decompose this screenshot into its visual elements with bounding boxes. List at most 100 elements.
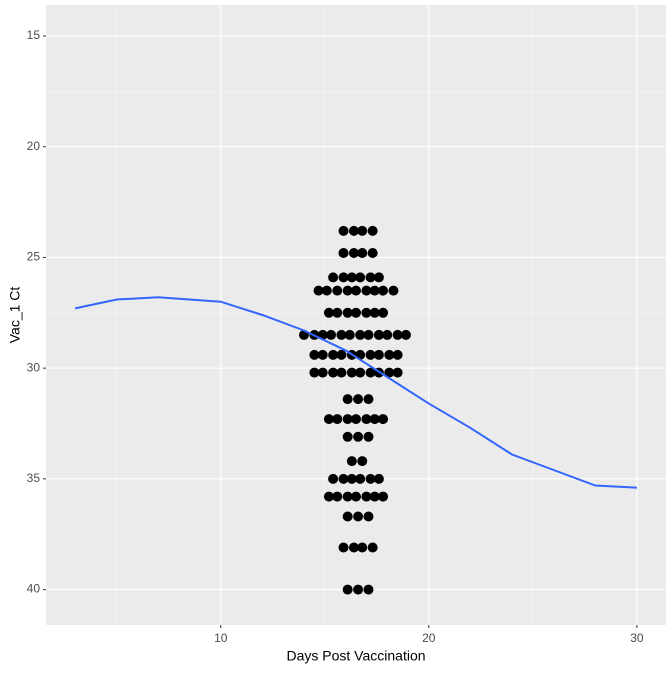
point <box>392 349 403 360</box>
point <box>363 431 374 442</box>
point <box>357 542 368 553</box>
point <box>378 285 389 296</box>
point <box>367 248 378 258</box>
point <box>342 394 353 405</box>
point <box>373 272 384 283</box>
point <box>373 329 384 340</box>
point <box>342 491 353 502</box>
point <box>361 307 372 318</box>
point <box>373 473 384 484</box>
y-tick-label: 15 <box>27 28 41 42</box>
point <box>338 225 349 236</box>
point <box>323 414 334 425</box>
x-tick-label: 20 <box>422 631 436 645</box>
point <box>351 491 361 502</box>
point <box>355 329 366 340</box>
point <box>365 272 376 283</box>
point <box>328 272 339 283</box>
point <box>353 431 364 442</box>
point <box>388 285 399 296</box>
point <box>351 285 361 296</box>
point <box>365 473 376 484</box>
point <box>400 329 411 340</box>
y-tick-label: 40 <box>27 582 41 596</box>
point <box>361 491 372 502</box>
point <box>321 285 332 296</box>
point <box>357 456 368 467</box>
point <box>382 329 393 340</box>
point <box>365 349 376 360</box>
point <box>346 272 357 283</box>
y-tick-label: 35 <box>27 471 41 485</box>
point <box>369 307 380 318</box>
point <box>338 272 349 283</box>
point <box>326 329 337 340</box>
point <box>309 367 320 378</box>
point <box>338 473 349 484</box>
point <box>336 367 347 378</box>
point <box>317 367 328 378</box>
y-tick-label: 20 <box>27 139 41 153</box>
smooth-line <box>74 296 637 489</box>
point <box>365 367 376 378</box>
point <box>346 367 357 378</box>
point <box>363 584 374 595</box>
point <box>346 456 357 467</box>
point <box>342 511 353 522</box>
point <box>353 394 364 405</box>
y-axis-title: Vac_1 Ct <box>7 287 23 344</box>
y-tick-label: 30 <box>27 360 41 374</box>
point <box>378 307 389 318</box>
point <box>344 329 355 340</box>
point <box>355 367 366 378</box>
point <box>313 285 324 296</box>
point <box>392 329 403 340</box>
point <box>351 307 361 318</box>
point <box>348 225 359 236</box>
point <box>332 414 343 425</box>
point <box>328 367 339 378</box>
point <box>384 349 395 360</box>
point <box>336 349 347 360</box>
point <box>363 394 374 405</box>
point <box>332 285 343 296</box>
point <box>355 272 366 283</box>
point <box>328 473 339 484</box>
point <box>361 414 372 425</box>
point <box>361 285 372 296</box>
point <box>317 349 328 360</box>
point <box>336 329 347 340</box>
point <box>338 248 349 258</box>
point <box>357 248 368 258</box>
point <box>357 225 368 236</box>
point <box>342 285 353 296</box>
x-tick-label: 10 <box>214 631 228 645</box>
point <box>351 414 361 425</box>
point <box>342 584 353 595</box>
point <box>342 307 353 318</box>
point <box>369 285 380 296</box>
point <box>392 367 403 378</box>
point <box>348 542 359 553</box>
point <box>378 414 389 425</box>
point <box>342 414 353 425</box>
point <box>353 511 364 522</box>
point <box>373 349 384 360</box>
point <box>348 248 359 258</box>
point <box>367 542 378 553</box>
point <box>353 584 364 595</box>
point <box>338 542 349 553</box>
x-tick-label: 30 <box>630 631 644 645</box>
point <box>309 349 320 360</box>
point <box>355 473 366 484</box>
point <box>369 414 380 425</box>
y-tick-label: 25 <box>27 250 41 264</box>
point <box>363 511 374 522</box>
x-axis-title: Days Post Vaccination <box>286 648 425 664</box>
point <box>367 225 378 236</box>
point <box>342 431 353 442</box>
point <box>323 307 334 318</box>
point <box>363 329 374 340</box>
